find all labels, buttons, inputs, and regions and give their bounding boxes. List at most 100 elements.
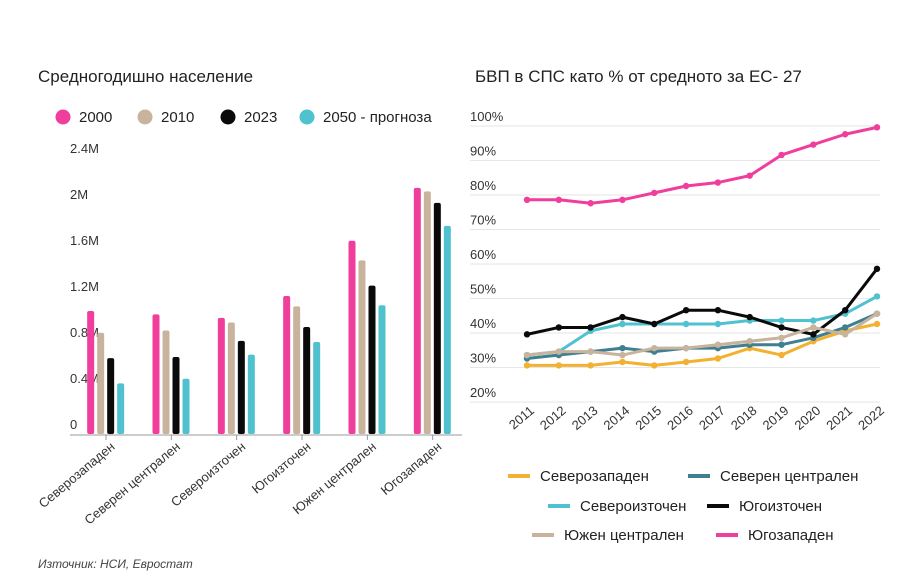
- x-year-label: 2022: [855, 403, 887, 433]
- population-y-axis: 0 0.4M 0.8M 1.2M 1.6M 2M 2.4M: [70, 141, 462, 436]
- bar-2050 - прогноза-Югозападен: [443, 225, 451, 434]
- legend-label-Североизточен: Североизточен: [580, 498, 686, 515]
- bar-2050 - прогноза-Северозападен: [117, 383, 125, 434]
- bar-2000-Югоизточен: [283, 296, 291, 434]
- y-tick-label: 0: [70, 417, 77, 432]
- bar-2023-Северозападен: [107, 358, 115, 434]
- y-tick-label: 70%: [470, 213, 496, 228]
- point-Северозападен-2016: [682, 358, 690, 366]
- series-line-Югозападен: [527, 125, 878, 205]
- point-Североизточен-2017: [714, 320, 722, 328]
- point-Югозападен-2012: [555, 196, 563, 203]
- bar-2000-Южен централен: [348, 240, 356, 434]
- series-line-Южен централен: [526, 312, 878, 357]
- y-tick-label: 80%: [470, 178, 496, 193]
- y-tick-label: 2M: [70, 187, 88, 202]
- point-Югоизточен-2011: [523, 331, 531, 338]
- legend-marker-2000: [55, 109, 71, 125]
- bar-2023-Югоизточен: [303, 327, 311, 434]
- series-line-Югоизточен: [526, 267, 879, 336]
- bar-2010-Северозападен: [97, 332, 105, 434]
- legend-label-Северен централен: Северен централен: [720, 468, 858, 485]
- bar-2000-Северен централен: [152, 314, 160, 434]
- legend-label-Северозападен: Северозападен: [540, 468, 649, 485]
- y-tick-label: 30%: [470, 351, 496, 366]
- y-tick-label: 40%: [470, 316, 496, 331]
- x-year-label: 2013: [569, 403, 601, 433]
- point-Югоизточен-2022: [873, 265, 881, 272]
- point-Югоизточен-2019: [778, 324, 785, 331]
- point-Североизточен-2022: [873, 293, 881, 300]
- point-Северозападен-2019: [778, 351, 785, 359]
- gdp-lines: [523, 124, 881, 369]
- y-tick-label: 2.4M: [70, 141, 99, 156]
- population-bars: [87, 187, 451, 434]
- point-Югозападен-2014: [619, 196, 626, 203]
- point-Северозападен-2022: [873, 320, 881, 328]
- x-year-label: 2016: [664, 403, 696, 433]
- bar-2023-Южен централен: [368, 285, 376, 434]
- point-Югозападен-2016: [682, 182, 690, 190]
- series-line-Северозападен: [527, 322, 878, 367]
- legend-label-2010: 2010: [161, 109, 194, 126]
- x-category-label: Югозападен: [378, 439, 444, 498]
- y-tick-label: 1.6M: [70, 233, 99, 248]
- point-Южен централен-2018: [746, 338, 753, 345]
- point-Югоизточен-2016: [682, 307, 690, 314]
- legend-label-2050 - прогноза: 2050 - прогноза: [323, 109, 432, 126]
- legend-label-Югозападен: Югозападен: [748, 527, 834, 544]
- point-Югозападен-2017: [714, 179, 722, 186]
- point-Югоизточен-2014: [619, 313, 626, 321]
- point-Северен централен-2019: [778, 341, 785, 348]
- gdp-chart-title: БВП в СПС като % от средното за ЕС- 27: [475, 67, 802, 86]
- point-Югозападен-2020: [810, 141, 817, 148]
- point-Югозападен-2013: [587, 200, 594, 207]
- point-Югоизточен-2015: [651, 320, 658, 328]
- point-Северозападен-2015: [651, 362, 658, 369]
- point-Югозападен-2022: [873, 124, 881, 131]
- y-tick-label: 1.2M: [70, 279, 99, 294]
- point-Югозападен-2018: [746, 172, 753, 179]
- legend-label-2000: 2000: [79, 109, 112, 126]
- source-note: Източник: НСИ, Евростат: [38, 557, 193, 571]
- legend-marker-2023: [220, 109, 236, 125]
- x-category-label: Югоизточен: [249, 439, 314, 497]
- bar-2010-Югозападен: [423, 191, 431, 434]
- x-year-label: 2014: [601, 403, 633, 433]
- point-Северозападен-2014: [619, 358, 626, 366]
- legend-label-2023: 2023: [244, 109, 277, 126]
- x-year-label: 2019: [760, 403, 792, 433]
- point-Североизточен-2019: [778, 317, 785, 324]
- point-Югозападен-2015: [651, 189, 658, 197]
- bar-2010-Северен централен: [162, 330, 170, 434]
- x-year-label: 2018: [728, 403, 760, 433]
- legend-marker-2050 - прогноза: [299, 109, 315, 125]
- y-tick-label: 50%: [470, 282, 496, 297]
- legend-label-Югоизточен: Югоизточен: [739, 498, 822, 515]
- x-year-label: 2011: [506, 403, 537, 432]
- bar-2000-Югозападен: [413, 187, 421, 434]
- population-chart-title: Средногодишно население: [38, 67, 253, 86]
- series-line-Североизточен: [526, 295, 878, 357]
- bar-2050 - прогноза-Северен централен: [182, 378, 190, 434]
- x-year-label: 2017: [696, 403, 728, 433]
- legend-label-Южен централен: Южен централен: [564, 527, 684, 544]
- y-tick-label: 60%: [470, 247, 496, 262]
- point-Северозападен-2012: [555, 362, 563, 369]
- point-Югоизточен-2018: [746, 313, 753, 321]
- population-bar-chart: Средногодишно население 2000 2010 2023 2050…: [36, 67, 462, 527]
- point-Северозападен-2013: [587, 362, 594, 369]
- y-tick-label: 0.8M: [70, 325, 99, 340]
- x-year-label: 2012: [537, 403, 569, 433]
- x-year-label: 2015: [632, 403, 664, 433]
- bar-2010-Североизточен: [227, 322, 235, 434]
- bar-2000-Северозападен: [87, 310, 95, 434]
- bar-2023-Югозападен: [433, 202, 441, 434]
- point-Югозападен-2011: [523, 196, 531, 203]
- point-Югоизточен-2017: [714, 307, 722, 314]
- point-Южен централен-2017: [714, 341, 722, 348]
- bar-2050 - прогноза-Североизточен: [247, 354, 255, 434]
- point-Югоизточен-2013: [587, 324, 594, 331]
- bar-2010-Югоизточен: [293, 306, 301, 434]
